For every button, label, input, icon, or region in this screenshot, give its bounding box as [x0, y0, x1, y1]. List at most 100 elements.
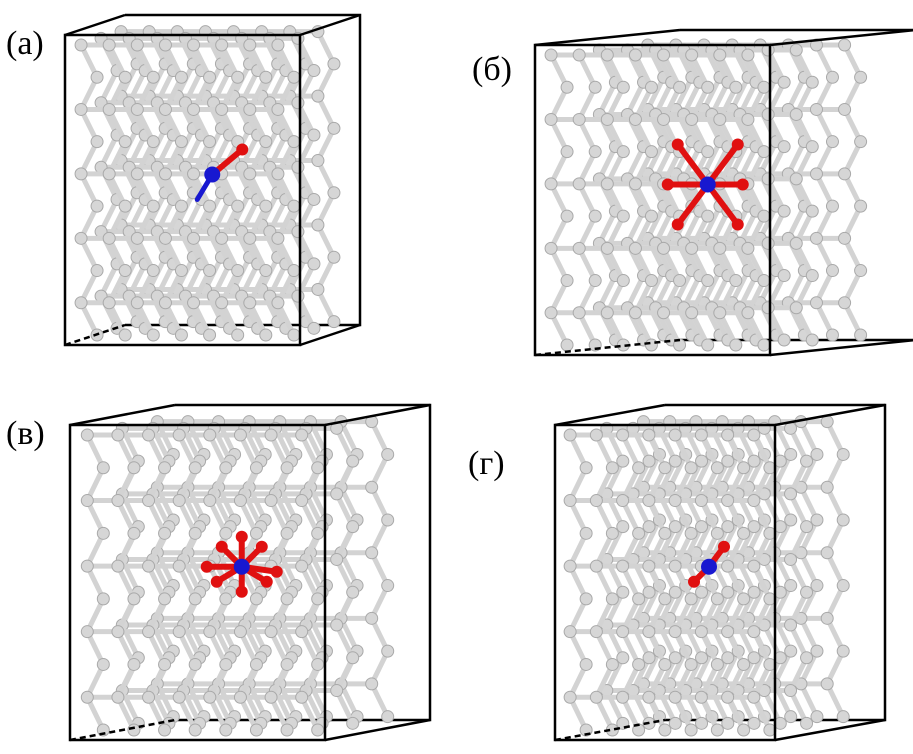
- dopant-atom: [234, 559, 250, 575]
- atom: [260, 136, 272, 148]
- atom: [366, 547, 378, 559]
- atom: [288, 200, 300, 212]
- atom: [785, 488, 797, 500]
- atom: [711, 462, 723, 474]
- atom: [189, 462, 201, 474]
- atom: [601, 307, 613, 319]
- atom: [839, 103, 851, 115]
- atom: [128, 462, 140, 474]
- atom: [617, 560, 629, 572]
- atom: [75, 168, 87, 180]
- atom: [601, 178, 613, 190]
- atom: [669, 560, 681, 572]
- atom: [119, 329, 131, 341]
- atom: [296, 626, 308, 638]
- atom: [629, 307, 641, 319]
- defect-atom: [672, 139, 684, 151]
- atom: [234, 626, 246, 638]
- atom: [189, 658, 201, 670]
- atom: [762, 237, 774, 249]
- atom: [564, 691, 576, 703]
- atom: [561, 339, 573, 351]
- atom: [629, 113, 641, 125]
- atom: [590, 691, 602, 703]
- defect-atom: [271, 566, 283, 578]
- atom: [722, 521, 734, 533]
- atom: [742, 307, 754, 319]
- atom: [669, 521, 681, 533]
- atom: [695, 429, 707, 441]
- dopant-atom: [700, 177, 716, 193]
- atom: [686, 49, 698, 61]
- atom: [790, 108, 802, 120]
- atom: [159, 462, 171, 474]
- atom: [91, 136, 103, 148]
- atom: [855, 136, 867, 148]
- atom: [778, 334, 790, 346]
- atom: [103, 39, 115, 51]
- atom: [695, 626, 707, 638]
- atom: [331, 619, 343, 631]
- atom: [204, 626, 216, 638]
- atom: [643, 586, 655, 598]
- atom: [790, 302, 802, 314]
- atom: [758, 210, 770, 222]
- atom: [131, 39, 143, 51]
- atom: [204, 691, 216, 703]
- atom: [617, 495, 629, 507]
- atom: [204, 200, 216, 212]
- atom: [643, 455, 655, 467]
- figure: (а) (б) (в) (г): [0, 0, 913, 754]
- atom: [564, 429, 576, 441]
- atom: [629, 242, 641, 254]
- defect-atom: [732, 139, 744, 151]
- atom: [272, 39, 284, 51]
- atom: [685, 724, 697, 736]
- atom: [281, 593, 293, 605]
- defect-atom: [236, 586, 248, 598]
- atom: [97, 658, 109, 670]
- atom: [159, 724, 171, 736]
- atom: [366, 481, 378, 493]
- atom: [722, 586, 734, 598]
- atom: [711, 527, 723, 539]
- atom: [308, 322, 320, 334]
- atom: [159, 168, 171, 180]
- atom: [328, 58, 340, 70]
- atom: [188, 103, 200, 115]
- atom: [826, 329, 838, 341]
- atom: [564, 626, 576, 638]
- atom: [643, 521, 655, 533]
- atom: [281, 462, 293, 474]
- atom: [232, 71, 244, 83]
- atom: [686, 307, 698, 319]
- atom: [778, 205, 790, 217]
- atom: [250, 527, 262, 539]
- atom: [220, 527, 232, 539]
- atom: [730, 81, 742, 93]
- atom: [234, 691, 246, 703]
- atom: [658, 307, 670, 319]
- atom: [331, 685, 343, 697]
- atom: [738, 593, 750, 605]
- atom: [188, 168, 200, 180]
- atom: [617, 455, 629, 467]
- dopant-atom: [701, 559, 717, 575]
- atom: [232, 329, 244, 341]
- atom: [147, 71, 159, 83]
- atom: [801, 652, 813, 664]
- atom: [837, 514, 849, 526]
- atom: [292, 290, 304, 302]
- atom: [143, 495, 155, 507]
- atom: [742, 113, 754, 125]
- atom: [762, 302, 774, 314]
- atom: [811, 645, 823, 657]
- atom: [112, 560, 124, 572]
- atom: [633, 527, 645, 539]
- atom: [143, 691, 155, 703]
- atom: [659, 724, 671, 736]
- atom: [573, 49, 585, 61]
- atom: [175, 200, 187, 212]
- atom: [758, 146, 770, 158]
- atom: [128, 658, 140, 670]
